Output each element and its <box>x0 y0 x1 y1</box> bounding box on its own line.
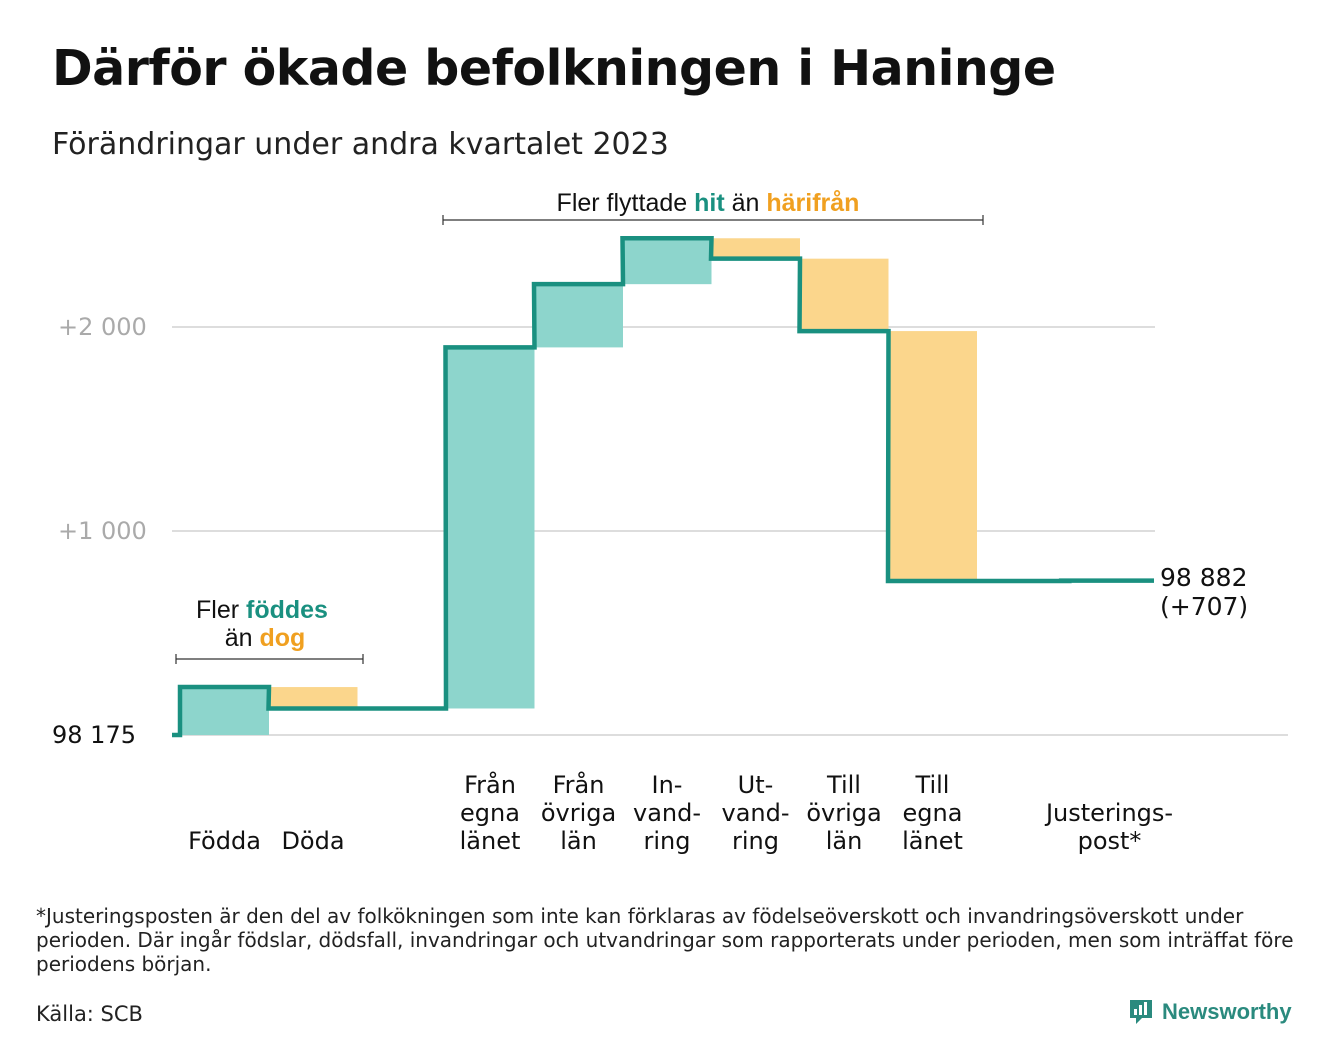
migration-annotation-hit: hit <box>694 189 725 217</box>
footnote: *Justeringsposten är den del av folkökni… <box>36 904 1294 976</box>
category-label: Från <box>553 770 605 799</box>
waterfall-bar <box>268 687 358 709</box>
category-label: länet <box>902 827 963 855</box>
category-label: Ut- <box>738 771 774 799</box>
category-label: egna <box>460 799 520 827</box>
source-label: Källa: SCB <box>36 1002 143 1026</box>
category-label: övriga <box>806 799 881 827</box>
category-label: In- <box>652 771 683 799</box>
migration-annotation: Fler flyttade hit än härifrån <box>442 189 984 225</box>
births-annotation-prefix2: än <box>225 624 260 652</box>
waterfall-bar <box>711 238 800 259</box>
waterfall-bar <box>445 347 535 709</box>
category-label: vand- <box>633 799 701 827</box>
chart-subtitle: Förändringar under andra kvartalet 2023 <box>52 127 669 162</box>
y-tick-label: 98 175 <box>52 721 136 749</box>
waterfall-bar <box>622 238 712 285</box>
waterfall-bar <box>888 331 977 581</box>
category-label: län <box>560 827 597 855</box>
births-annotation-highlight: föddes <box>246 596 328 624</box>
births-annotation-highlight2: dog <box>259 624 305 652</box>
category-label: ring <box>644 827 691 855</box>
brand-logo: Newsworthy <box>1128 998 1292 1026</box>
waterfall-bar <box>534 284 623 348</box>
waterfall-bar <box>180 687 269 735</box>
births-annotation-prefix: Fler <box>196 596 246 624</box>
category-label: Justerings- <box>1044 799 1173 827</box>
category-label: övriga <box>541 799 616 827</box>
category-label: egna <box>903 799 963 827</box>
brand-name: Newsworthy <box>1162 999 1292 1024</box>
migration-annotation-harifran: härifrån <box>766 189 859 217</box>
y-tick-label: +1 000 <box>58 517 147 545</box>
chart-title: Därför ökade befolkningen i Haninge <box>52 40 1056 97</box>
end-value-label: 98 882 <box>1160 563 1247 592</box>
category-label: Födda <box>188 827 261 855</box>
cumulative-step-line <box>172 236 1154 738</box>
newsworthy-icon <box>1130 1000 1152 1024</box>
category-label: Till <box>915 771 950 799</box>
svg-text:än dog: än dog <box>225 624 306 652</box>
births-annotation: Fler föddes än dog <box>175 596 364 664</box>
end-change-label: (+707) <box>1160 592 1248 621</box>
migration-annotation-middle: än <box>725 189 767 217</box>
migration-annotation-prefix: Fler flyttade <box>557 189 695 217</box>
category-label: Till <box>826 771 861 799</box>
y-tick-label: +2 000 <box>58 313 147 341</box>
category-label: län <box>826 827 863 855</box>
svg-text:Fler flyttade hit än härifrån: Fler flyttade hit än härifrån <box>557 189 860 217</box>
svg-text:Fler föddes: Fler föddes <box>196 596 328 624</box>
category-label: Från <box>464 770 516 799</box>
category-label: post* <box>1078 827 1142 855</box>
category-label: vand- <box>721 799 789 827</box>
category-label: länet <box>460 827 521 855</box>
category-label: ring <box>732 827 779 855</box>
category-label: Döda <box>281 827 344 855</box>
waterfall-bar <box>799 258 889 332</box>
